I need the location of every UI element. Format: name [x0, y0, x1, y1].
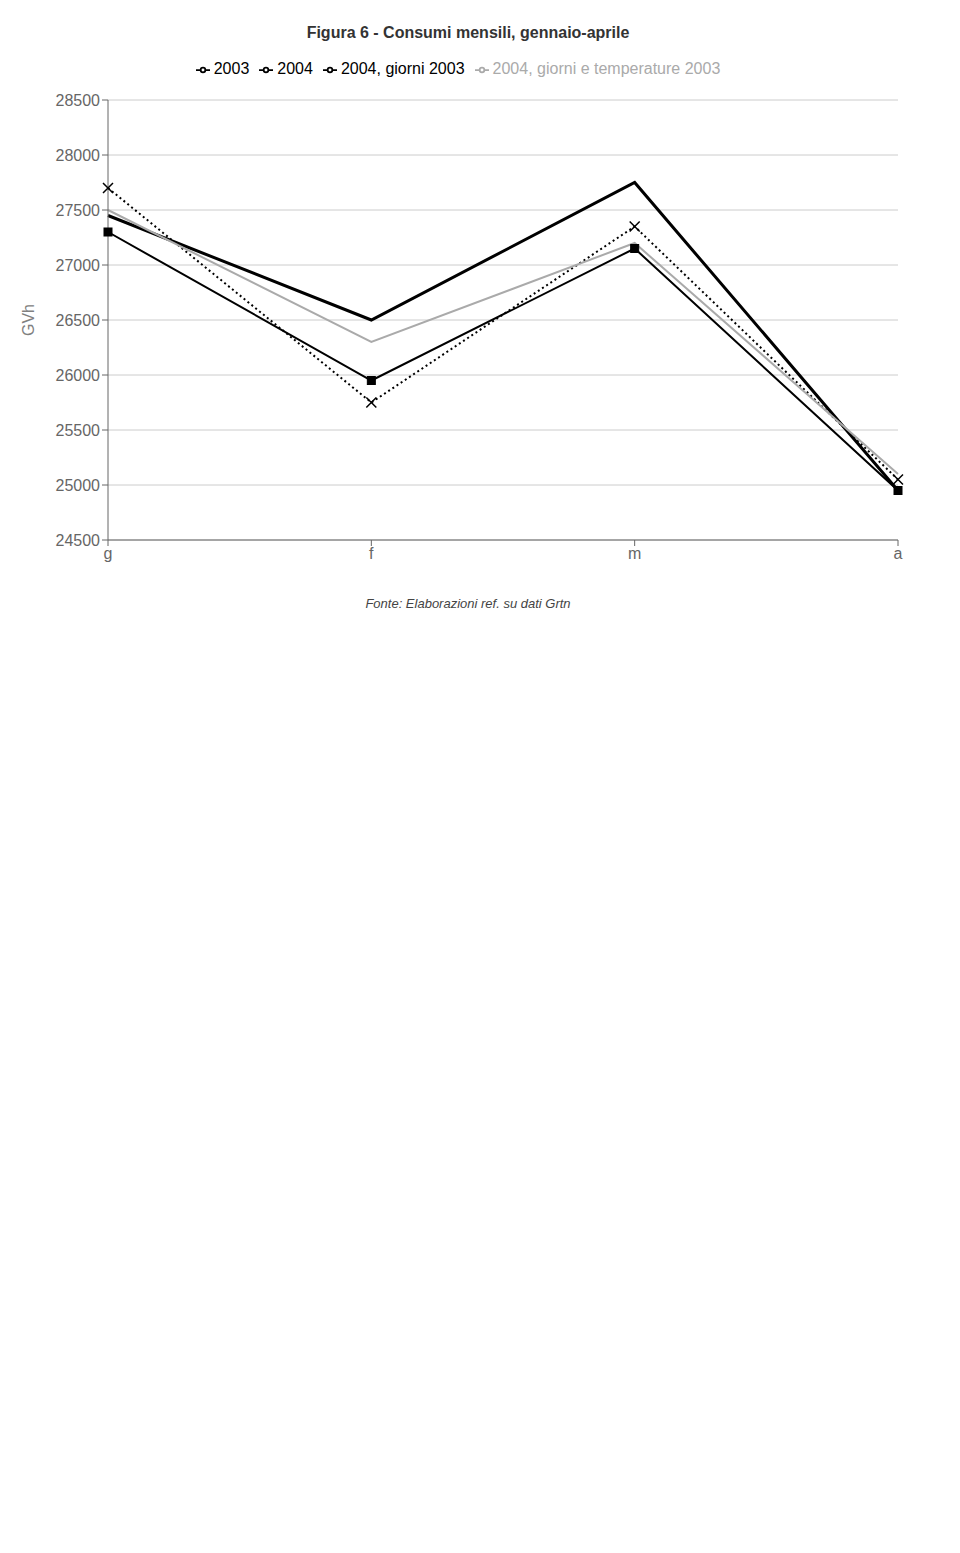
svg-text:24500: 24500	[56, 532, 101, 549]
svg-text:f: f	[369, 545, 374, 562]
svg-text:28000: 28000	[56, 147, 101, 164]
svg-text:25000: 25000	[56, 477, 101, 494]
svg-text:a: a	[894, 545, 903, 562]
html-text:2003: 2003	[213, 60, 250, 77]
html-text:2004, giorni 2003: 2004, giorni 2003	[340, 60, 465, 77]
html-text:2004: 2004	[277, 60, 313, 77]
svg-text:m: m	[628, 545, 641, 562]
html-text:2004, giorni e temperature 200: 2004, giorni e temperature 2003	[492, 60, 721, 77]
svg-text:27500: 27500	[56, 202, 101, 219]
html-text:Figura 6 - Consumi mensili, ge: Figura 6 - Consumi mensili, gennaio-apri…	[306, 24, 630, 41]
svg-text:26000: 26000	[56, 367, 101, 384]
svg-text:25500: 25500	[56, 422, 101, 439]
svg-text:GVh: GVh	[20, 304, 37, 336]
svg-text:g: g	[104, 545, 113, 562]
svg-text:26500: 26500	[56, 312, 101, 329]
svg-text:27000: 27000	[56, 257, 101, 274]
svg-text:28500: 28500	[56, 92, 101, 109]
html-text:Fonte: Elaborazioni ref. su da: Fonte: Elaborazioni ref. su dati Grtn	[365, 596, 571, 611]
